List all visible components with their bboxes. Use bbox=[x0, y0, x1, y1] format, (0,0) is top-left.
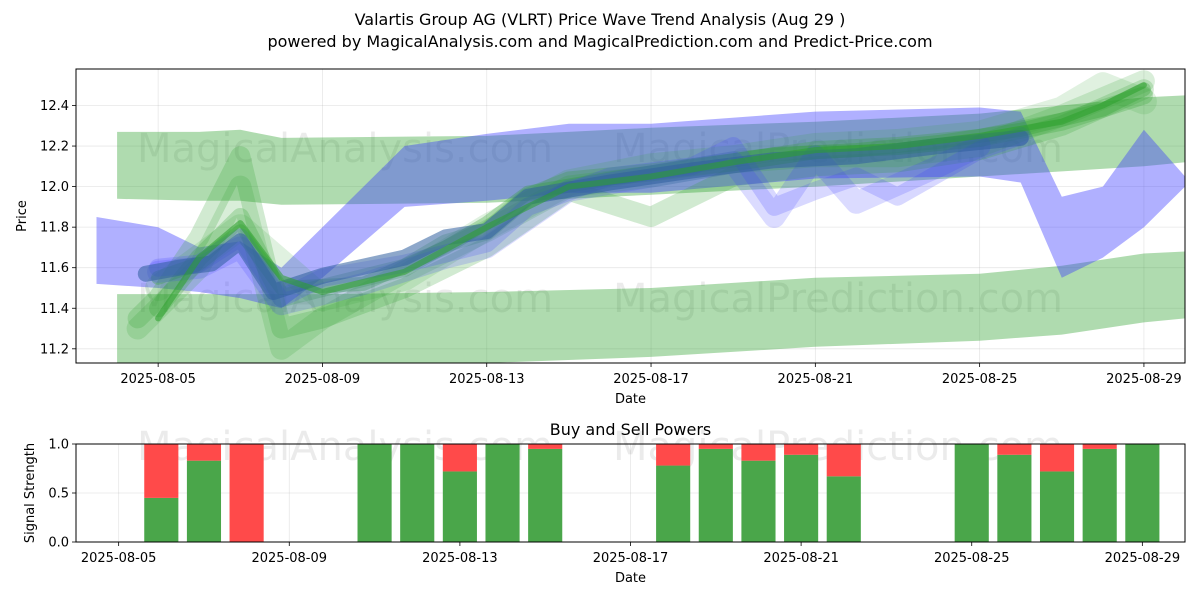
signal-y-axis-label: Signal Strength bbox=[23, 443, 38, 543]
sell-bar bbox=[741, 444, 776, 461]
price-wave-line-9 bbox=[155, 82, 1147, 322]
sell-bar bbox=[229, 444, 264, 542]
buy-bar bbox=[997, 454, 1032, 542]
price-y-tick-label: 11.8 bbox=[40, 221, 69, 236]
price-x-tick-label: 2025-08-25 bbox=[942, 372, 1018, 387]
signal-x-tick-label: 2025-08-17 bbox=[593, 551, 669, 566]
buy-bar bbox=[144, 497, 179, 542]
sell-bar bbox=[1082, 444, 1117, 449]
sell-bar bbox=[144, 444, 179, 498]
buy-bar bbox=[528, 448, 563, 542]
sell-bar bbox=[784, 444, 819, 455]
signal-y-ticks: 0.0 0.5 1.0 bbox=[48, 438, 76, 551]
price-y-axis-label: Price bbox=[15, 200, 30, 232]
price-axes-frame bbox=[75, 68, 1186, 364]
sell-bar bbox=[997, 444, 1032, 455]
signal-panel: Buy and Sell Powers MagicalAnalysis.com … bbox=[23, 420, 1186, 586]
signal-x-tick-label: 2025-08-09 bbox=[251, 551, 327, 566]
sell-bar bbox=[826, 444, 861, 477]
signal-x-tick-label: 2025-08-13 bbox=[422, 551, 498, 566]
price-x-tick-label: 2025-08-21 bbox=[778, 372, 854, 387]
sell-bar bbox=[698, 444, 733, 449]
sell-bar bbox=[1039, 444, 1075, 472]
buy-bar bbox=[186, 460, 222, 542]
watermark-analysis-top: MagicalAnalysis.com bbox=[137, 126, 553, 172]
buy-bar bbox=[1039, 471, 1075, 542]
buy-bar bbox=[698, 448, 733, 542]
price-wave-line-8 bbox=[137, 129, 1029, 300]
buy-bar bbox=[741, 460, 776, 542]
sell-bar bbox=[656, 444, 691, 466]
sell-bar bbox=[528, 444, 563, 449]
buy-bar bbox=[400, 444, 435, 542]
price-series bbox=[126, 70, 1157, 360]
signal-x-tick-label: 2025-08-05 bbox=[81, 551, 157, 566]
green-upper-channel bbox=[117, 95, 1186, 205]
price-x-tick-label: 2025-08-13 bbox=[449, 372, 525, 387]
price-panel: MagicalAnalysis.com MagicalPrediction.co… bbox=[15, 68, 1186, 407]
price-x-axis-label: Date bbox=[615, 392, 646, 407]
buy-bar bbox=[954, 444, 989, 542]
signal-x-tick-label: 2025-08-21 bbox=[763, 551, 839, 566]
price-y-tick-label: 12.0 bbox=[40, 180, 69, 195]
watermark-prediction-mid: MagicalPrediction.com bbox=[613, 276, 1063, 322]
buy-bar bbox=[1082, 448, 1117, 542]
buy-bar bbox=[784, 454, 819, 542]
signal-y-tick-label: 0.0 bbox=[48, 536, 69, 551]
price-watermarks: MagicalAnalysis.com MagicalPrediction.co… bbox=[137, 126, 1063, 322]
signal-title: Buy and Sell Powers bbox=[550, 420, 712, 439]
price-y-tick-label: 12.4 bbox=[40, 99, 69, 114]
price-y-tick-label: 12.2 bbox=[40, 140, 69, 155]
price-y-tick-label: 11.4 bbox=[40, 302, 69, 317]
price-y-tick-label: 11.2 bbox=[40, 342, 69, 357]
buy-bar bbox=[656, 465, 691, 542]
price-x-tick-label: 2025-08-29 bbox=[1106, 372, 1182, 387]
price-x-tick-label: 2025-08-05 bbox=[120, 372, 196, 387]
price-y-ticks: 11.2 11.4 11.6 11.8 12.0 12.2 12.4 bbox=[40, 99, 76, 357]
sell-bar bbox=[186, 444, 222, 461]
green-lower-channel bbox=[117, 251, 1186, 363]
chart-subtitle: powered by MagicalAnalysis.com and Magic… bbox=[267, 32, 932, 51]
buy-bar bbox=[442, 471, 477, 542]
price-y-tick-label: 11.6 bbox=[40, 261, 69, 276]
price-x-tick-label: 2025-08-17 bbox=[613, 372, 689, 387]
buy-bar bbox=[485, 444, 520, 542]
price-bands bbox=[96, 95, 1186, 363]
chart-title: Valartis Group AG (VLRT) Price Wave Tren… bbox=[355, 10, 846, 29]
buy-bar bbox=[826, 476, 861, 542]
sell-bar bbox=[442, 444, 477, 472]
signal-y-tick-label: 1.0 bbox=[48, 438, 69, 453]
buy-bar bbox=[357, 444, 392, 542]
signal-y-tick-label: 0.5 bbox=[48, 487, 69, 502]
blue-wide-channel bbox=[96, 107, 1185, 309]
signal-bars bbox=[144, 444, 1160, 542]
signal-x-tick-label: 2025-08-25 bbox=[934, 551, 1010, 566]
price-wave-line-1 bbox=[127, 79, 1154, 339]
price-wave-line-4 bbox=[145, 72, 1157, 312]
signal-x-ticks: 2025-08-05 2025-08-09 2025-08-13 2025-08-17… bbox=[81, 542, 1180, 566]
buy-bar bbox=[1125, 444, 1160, 542]
price-x-ticks: 2025-08-05 2025-08-09 2025-08-13 2025-08-17… bbox=[120, 363, 1182, 387]
price-x-tick-label: 2025-08-09 bbox=[285, 372, 361, 387]
signal-x-tick-label: 2025-08-29 bbox=[1105, 551, 1181, 566]
signal-x-axis-label: Date bbox=[615, 571, 646, 586]
